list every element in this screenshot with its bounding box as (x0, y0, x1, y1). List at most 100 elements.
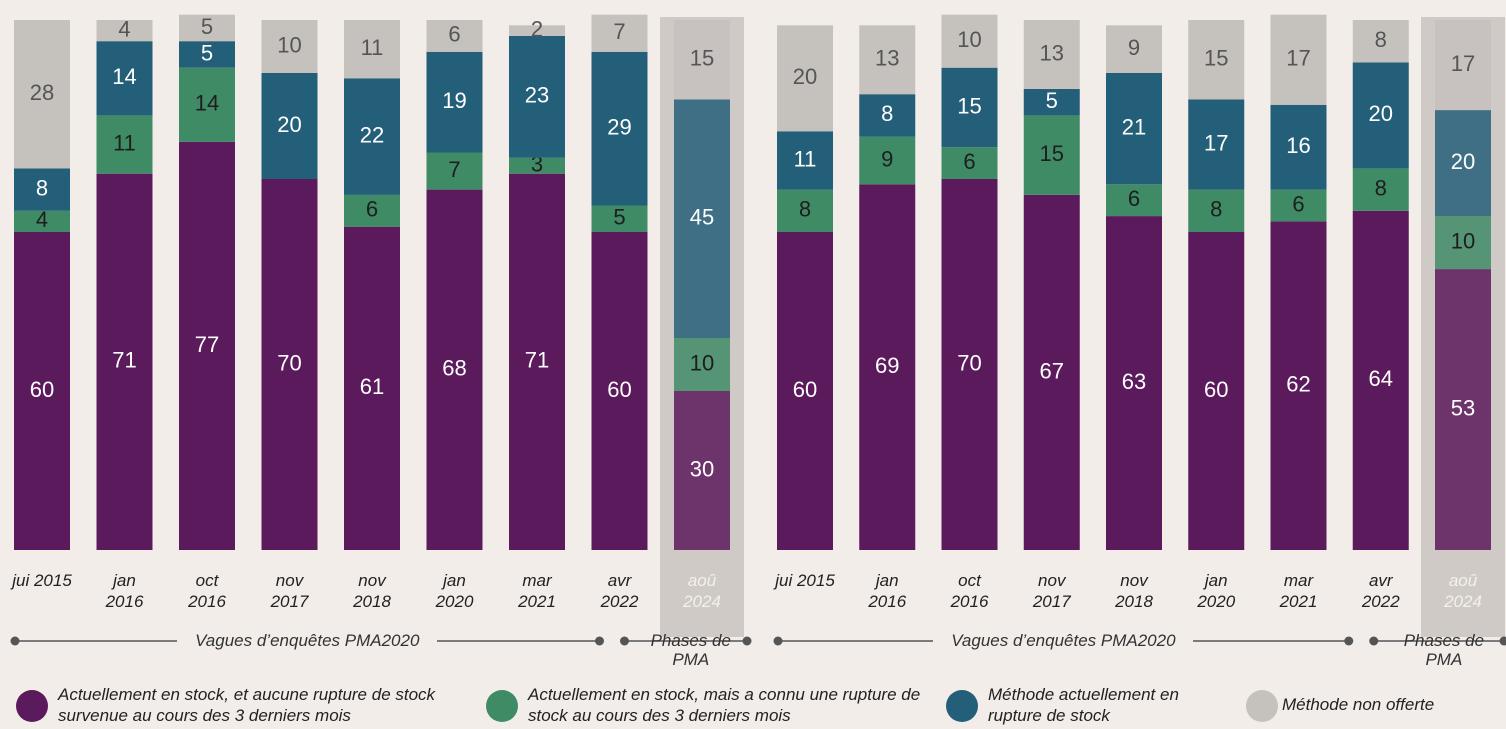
bar-segment (426, 152, 483, 190)
bar-segment (509, 35, 565, 158)
value-label: 17 (1204, 130, 1228, 155)
bar-segment (591, 205, 648, 232)
x-tick-label: jan 2020 (1197, 571, 1236, 611)
value-label: 6 (1128, 186, 1140, 211)
value-label: 21 (1122, 114, 1146, 139)
bar-segment (14, 168, 70, 211)
bar-segment (941, 14, 998, 68)
x-tick-label: avr 2022 (600, 571, 639, 611)
value-label: 7 (448, 157, 460, 182)
value-label: 70 (277, 350, 301, 375)
x-tick-label: nov 2018 (353, 571, 391, 611)
bar-segment (674, 20, 730, 100)
value-label: 68 (442, 356, 466, 381)
annotation: Vagues d’enquêtes PMA2020 (933, 631, 1194, 650)
bar-segment (14, 210, 70, 232)
value-label: 3 (531, 152, 543, 177)
value-label: 62 (1286, 372, 1310, 397)
value-label: 8 (1210, 197, 1222, 222)
bar-segment (941, 147, 998, 179)
value-label: 8 (799, 197, 811, 222)
value-label: 20 (277, 112, 301, 137)
value-label: 14 (195, 91, 219, 116)
bracket-dot (773, 636, 783, 646)
x-tick-label: mar 2021 (518, 571, 556, 611)
value-label: 11 (361, 35, 384, 60)
bar-segment (1106, 216, 1162, 550)
bar-segment (1352, 210, 1409, 551)
x-tick-label: jan 2016 (868, 571, 907, 611)
bar-segment (426, 189, 483, 550)
bar-segment (859, 184, 916, 551)
bar-segment (591, 232, 648, 550)
value-label: 30 (690, 456, 714, 481)
bracket-dot (1499, 636, 1506, 646)
value-label: 5 (201, 40, 213, 65)
value-label: 70 (957, 350, 981, 375)
bar-segment (344, 226, 400, 550)
value-label: 4 (36, 207, 48, 232)
x-tick-label: avr 2022 (1361, 571, 1400, 611)
value-label: 20 (1451, 149, 1475, 174)
x-tick-label: jan 2016 (105, 571, 144, 611)
x-tick-label: mar 2021 (1279, 571, 1318, 611)
bar-segment (261, 179, 318, 550)
value-label: 11 (113, 130, 136, 155)
value-label: 8 (1375, 175, 1387, 200)
bar-segment (1270, 104, 1327, 190)
value-label: 7 (613, 19, 625, 44)
value-label: 71 (525, 348, 549, 373)
bar-segment (509, 157, 565, 174)
x-tick-label: nov 2017 (270, 571, 309, 611)
annotation: Phases de PMA (650, 631, 731, 669)
bar-segment (859, 136, 916, 185)
legend-label: Méthode non offerte (1282, 695, 1435, 714)
value-label: 64 (1369, 366, 1393, 391)
x-tick-label: oct 2016 (950, 571, 989, 611)
x-tick-label: nov 2018 (1115, 571, 1153, 611)
value-label: 20 (793, 64, 817, 89)
value-label: 45 (690, 205, 714, 230)
bar-segment (261, 20, 318, 73)
bar-segment (179, 41, 235, 68)
value-label: 77 (195, 332, 219, 357)
bar-segment (1106, 184, 1162, 217)
bar-segment (344, 194, 400, 227)
bar-segment (1188, 99, 1245, 190)
bar-segment (96, 20, 153, 42)
value-label: 2 (531, 16, 543, 41)
value-label: 53 (1451, 395, 1475, 420)
bracket-dot (595, 636, 604, 646)
value-label: 11 (794, 146, 817, 171)
value-label: 10 (1451, 228, 1475, 253)
bar-segment (941, 179, 998, 550)
legend-swatch (16, 690, 48, 722)
value-label: 29 (607, 114, 631, 139)
bar-segment (777, 131, 833, 190)
bar-segment (1352, 168, 1409, 211)
bracket-dot (620, 636, 629, 646)
value-label: 13 (875, 46, 899, 71)
bar-segment (859, 94, 916, 137)
value-label: 13 (1040, 40, 1064, 65)
value-label: 63 (1122, 369, 1146, 394)
bar-segment (674, 338, 730, 391)
bar-segment (179, 67, 235, 142)
value-label: 20 (1369, 101, 1393, 126)
bar-segment (1188, 189, 1245, 232)
bar-segment (1023, 20, 1080, 89)
bracket-dot (1344, 636, 1354, 646)
bar-segment (1188, 232, 1245, 550)
bar-segment (426, 20, 483, 52)
x-tick-label: nov 2017 (1032, 571, 1071, 611)
x-tick-label: jui 2015 (12, 571, 72, 590)
value-label: 6 (366, 197, 378, 222)
bar-segment (674, 99, 730, 338)
bar-segment (261, 73, 318, 179)
x-tick-label: oct 2016 (188, 571, 226, 611)
bar-segment (1435, 20, 1491, 111)
value-label: 23 (525, 83, 549, 108)
value-label: 67 (1040, 358, 1064, 383)
legend-swatch (486, 690, 518, 722)
